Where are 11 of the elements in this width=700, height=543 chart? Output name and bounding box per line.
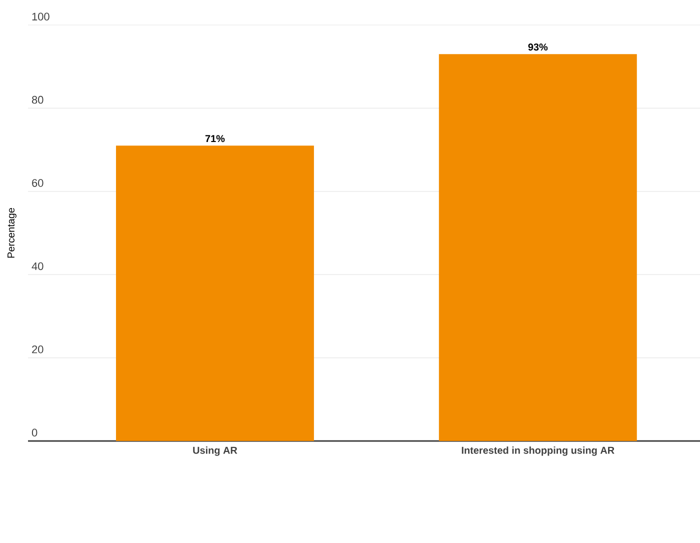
data-label: 93%: [528, 44, 548, 51]
y-tick-label: 100: [32, 12, 50, 20]
y-tick-label: 40: [32, 262, 44, 270]
y-tick-label: 0: [32, 428, 38, 436]
y-tick-label: 20: [32, 346, 44, 354]
data-label: 71%: [205, 135, 225, 142]
x-tick-label: Interested in shopping using AR: [462, 446, 614, 456]
x-tick-label: Using AR: [193, 446, 238, 456]
y-tick-label: 80: [32, 96, 44, 104]
y-axis-title: Percentage: [8, 208, 16, 258]
y-tick-label: 60: [32, 179, 44, 187]
